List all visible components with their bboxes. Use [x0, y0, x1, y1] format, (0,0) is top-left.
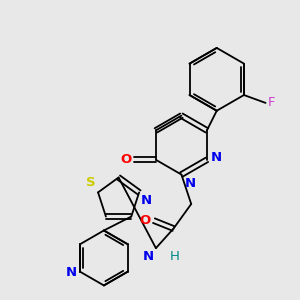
Text: N: N	[66, 266, 77, 279]
Text: N: N	[141, 194, 152, 207]
Text: O: O	[140, 214, 151, 227]
Text: N: N	[143, 250, 154, 263]
Text: H: H	[169, 250, 179, 263]
Text: N: N	[184, 178, 196, 190]
Text: O: O	[120, 153, 131, 166]
Text: F: F	[268, 96, 275, 110]
Text: S: S	[86, 176, 96, 190]
Text: N: N	[211, 152, 222, 164]
